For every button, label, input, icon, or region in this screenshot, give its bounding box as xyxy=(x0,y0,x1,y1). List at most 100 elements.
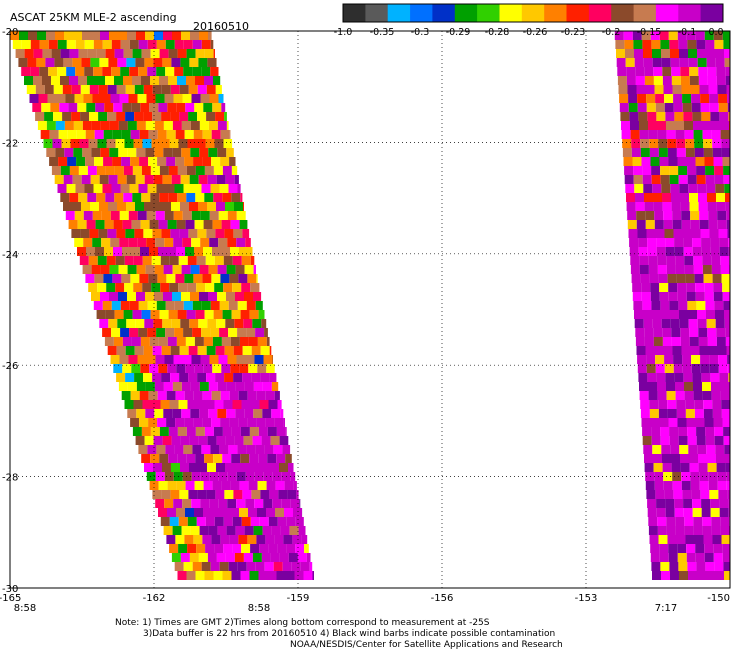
data-cell xyxy=(213,427,223,436)
data-cell xyxy=(676,148,686,157)
data-cell xyxy=(214,517,224,526)
data-cell xyxy=(261,553,271,562)
data-cell xyxy=(623,157,633,166)
data-cell xyxy=(703,400,713,409)
data-cell xyxy=(282,445,291,454)
data-cell xyxy=(680,202,690,211)
data-cell xyxy=(656,499,666,508)
data-cell xyxy=(639,391,649,400)
data-cell xyxy=(118,121,128,130)
data-cell xyxy=(701,499,711,508)
data-cell xyxy=(122,103,132,112)
data-cell xyxy=(226,121,229,130)
data-cell xyxy=(195,571,205,580)
data-cell xyxy=(635,76,645,85)
data-cell xyxy=(120,67,130,76)
data-cell xyxy=(182,499,192,508)
data-cell xyxy=(183,67,193,76)
data-cell xyxy=(124,400,134,409)
data-cell xyxy=(73,148,83,157)
lon-label: -162 xyxy=(143,593,166,604)
data-cell xyxy=(700,355,710,364)
data-cell xyxy=(135,202,144,211)
data-cell xyxy=(218,94,224,103)
data-cell xyxy=(57,40,67,49)
data-cell xyxy=(167,364,177,373)
data-cell xyxy=(158,220,168,229)
data-cell xyxy=(637,355,647,364)
data-cell xyxy=(63,58,73,67)
data-cell xyxy=(217,382,227,391)
data-cell xyxy=(208,382,218,391)
data-cell xyxy=(688,184,698,193)
data-cell xyxy=(231,166,238,175)
data-cell xyxy=(702,517,712,526)
data-cell xyxy=(58,157,68,166)
data-cell xyxy=(119,94,129,103)
data-cell xyxy=(645,346,655,355)
data-cell xyxy=(107,112,117,121)
data-cell xyxy=(205,544,215,553)
data-cell xyxy=(713,544,723,553)
data-cell xyxy=(33,76,42,85)
data-cell xyxy=(207,175,217,184)
data-cell xyxy=(167,508,176,517)
data-cell xyxy=(163,148,173,157)
data-cell xyxy=(92,238,102,247)
data-cell xyxy=(662,193,671,202)
lat-labels: -20-22-24-26-28-30 xyxy=(2,27,18,595)
data-cell xyxy=(683,508,693,517)
data-cell xyxy=(246,328,256,337)
data-cell xyxy=(181,292,190,301)
data-cell xyxy=(291,562,301,571)
data-cell xyxy=(659,292,669,301)
data-cell xyxy=(222,193,232,202)
data-cell xyxy=(226,265,236,274)
data-cell xyxy=(216,202,225,211)
data-cell xyxy=(692,373,702,382)
colorbar-tick-label: -0.1 xyxy=(678,27,697,38)
data-cell xyxy=(627,85,637,94)
data-cell xyxy=(87,193,97,202)
data-cell xyxy=(625,184,635,193)
data-cell xyxy=(194,247,203,256)
data-cell xyxy=(199,292,208,301)
data-cell xyxy=(70,139,80,148)
data-cell xyxy=(208,31,212,40)
data-cell xyxy=(649,139,659,148)
data-cell xyxy=(661,310,670,319)
data-cell xyxy=(230,481,240,490)
data-cell xyxy=(28,31,37,40)
data-cell xyxy=(629,247,639,256)
data-cell xyxy=(709,355,719,364)
data-cell xyxy=(183,184,193,193)
data-cell xyxy=(127,409,137,418)
data-cell xyxy=(195,454,205,463)
data-cell xyxy=(12,40,22,49)
data-cell xyxy=(164,238,174,247)
data-cell xyxy=(728,508,730,517)
data-cell xyxy=(716,193,725,202)
data-cell xyxy=(183,445,193,454)
data-cell xyxy=(667,148,677,157)
data-cell xyxy=(640,274,650,283)
data-cell xyxy=(725,454,730,463)
data-cell xyxy=(159,310,169,319)
data-cell xyxy=(79,139,89,148)
data-cell xyxy=(663,220,673,229)
data-cell xyxy=(123,310,133,319)
data-cell xyxy=(83,238,93,247)
data-cell xyxy=(192,328,202,337)
data-cell xyxy=(719,499,729,508)
data-cell xyxy=(685,409,695,418)
data-cell xyxy=(716,76,726,85)
data-cell xyxy=(251,346,261,355)
data-cell xyxy=(82,148,92,157)
data-cell xyxy=(239,247,248,256)
data-cell xyxy=(677,553,687,562)
data-cell xyxy=(91,121,101,130)
data-cell xyxy=(205,139,215,148)
data-cell xyxy=(695,157,705,166)
lat-label: -20 xyxy=(2,27,18,38)
data-cell xyxy=(148,391,158,400)
